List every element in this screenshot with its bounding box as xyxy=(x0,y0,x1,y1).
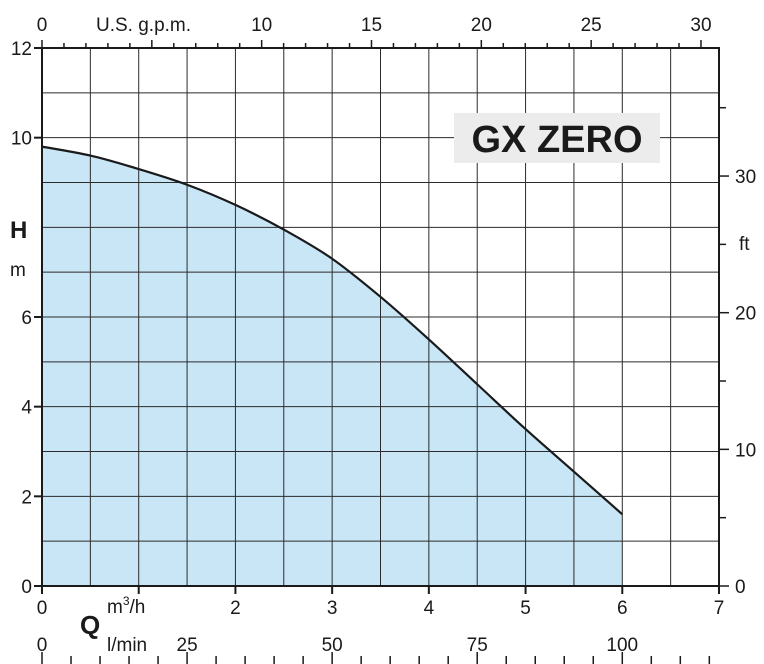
x-tick-label: 6 xyxy=(617,598,628,619)
x-tick-label: 2 xyxy=(230,598,241,619)
chart-title: GX ZERO xyxy=(471,119,642,161)
l-min-tick-label: 75 xyxy=(467,635,488,656)
x-axis-unit: m3/h xyxy=(107,594,145,618)
ft-tick-label: 0 xyxy=(735,577,746,598)
x-tick-label: 4 xyxy=(424,598,435,619)
y-right-unit: ft xyxy=(739,234,750,255)
x-axis-unit-base: m xyxy=(107,597,123,618)
gpm-tick-label: 0 xyxy=(37,15,48,36)
gpm-tick-label: 15 xyxy=(361,15,382,36)
gpm-tick-label: 10 xyxy=(251,15,272,36)
x-tick-label: 5 xyxy=(520,598,531,619)
x-secondary-unit: l/min xyxy=(107,635,147,656)
gpm-tick-label: 30 xyxy=(690,15,711,36)
y-tick-label: 4 xyxy=(21,398,32,419)
l-min-tick-label: 100 xyxy=(606,635,638,656)
x-tick-label: 0 xyxy=(37,598,48,619)
x-tick-label: 3 xyxy=(327,598,338,619)
y-tick-label: 12 xyxy=(11,39,32,60)
gpm-tick-label: 25 xyxy=(581,15,602,36)
x-top-unit: U.S. g.p.m. xyxy=(96,15,191,36)
pump-curve-line xyxy=(41,145,624,516)
ft-tick-label: 20 xyxy=(735,304,756,325)
x-axis-unit-sup: 3 xyxy=(123,594,130,608)
l-min-tick-label: 0 xyxy=(37,635,48,656)
l-min-tick-label: 25 xyxy=(177,635,198,656)
y-tick-label: 0 xyxy=(21,577,32,598)
y-tick-label: 2 xyxy=(21,487,32,508)
y-axis-unit: m xyxy=(10,260,26,281)
ft-tick-label: 30 xyxy=(735,167,756,188)
y-tick-label: 10 xyxy=(11,129,32,150)
x-axis-unit-rest: /h xyxy=(130,597,146,618)
ft-tick-label: 10 xyxy=(735,440,756,461)
y-axis-symbol: H xyxy=(10,217,27,244)
chart-title-box: GX ZERO xyxy=(454,113,660,163)
l-min-tick-label: 50 xyxy=(322,635,343,656)
gpm-tick-label: 20 xyxy=(471,15,492,36)
x-axis-symbol: Q xyxy=(80,610,100,640)
y-tick-label: 6 xyxy=(21,308,32,329)
x-tick-label: 7 xyxy=(714,598,725,619)
